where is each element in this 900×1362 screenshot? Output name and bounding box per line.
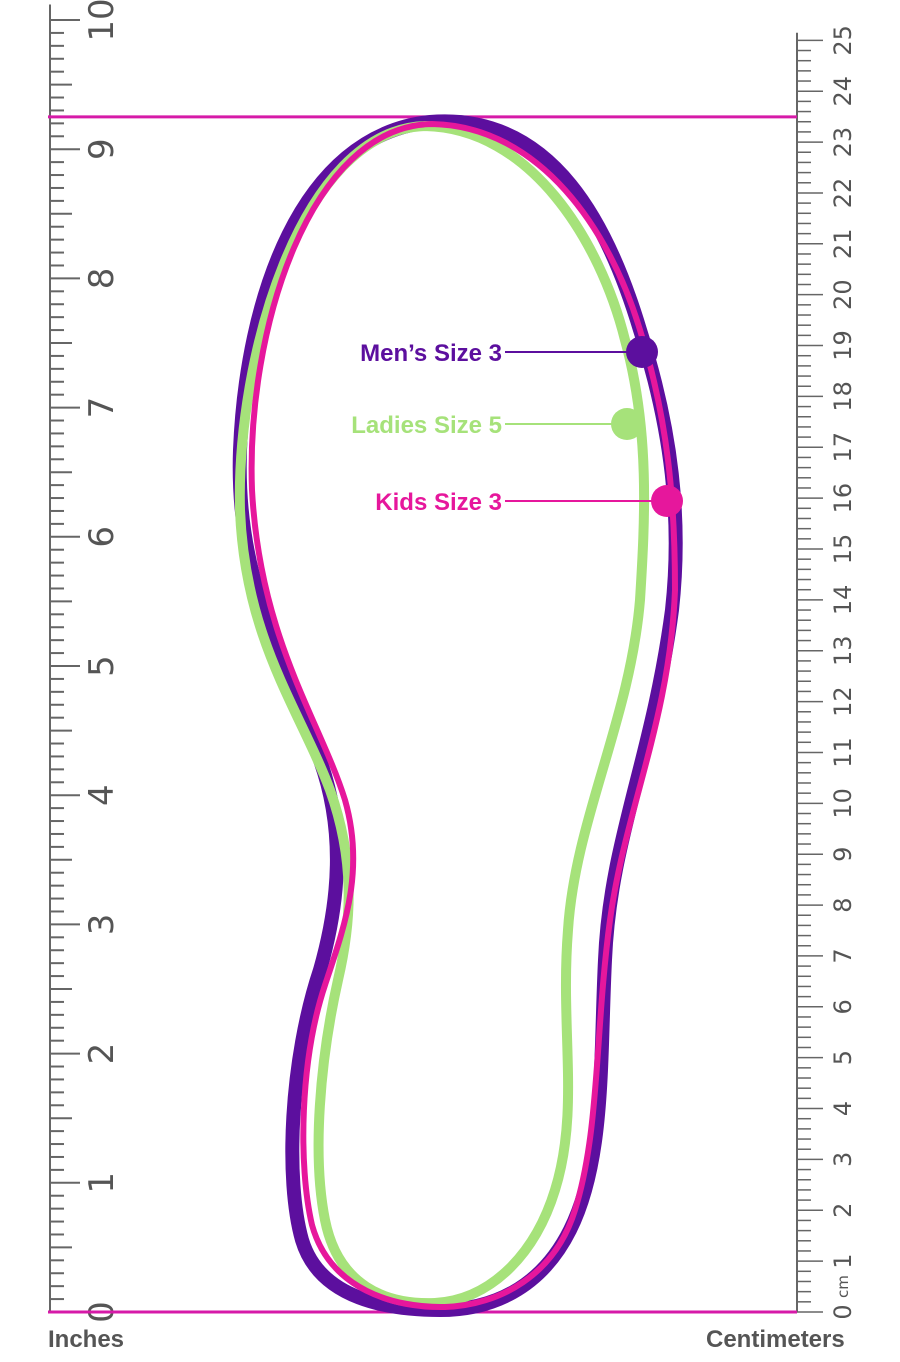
cm-tick-label: 22 [829, 178, 857, 209]
kids-size-3-callout: Kids Size 3 [375, 485, 683, 517]
cm-tick-label: 13 [829, 635, 857, 666]
kids-size-3-label: Kids Size 3 [375, 489, 502, 516]
inch-tick-label: 1 [82, 1172, 122, 1194]
cm-tick-label: 14 [829, 585, 857, 616]
cm-tick-label: 20 [829, 279, 857, 310]
inches-axis-label: Inches [48, 1326, 125, 1353]
cm-tick-label: 10 [829, 788, 857, 819]
cm-tick-label: 2 [829, 1203, 857, 1218]
cm-tick-label: 8 [829, 897, 857, 912]
cm-tick-label: 11 [829, 737, 857, 768]
cm-tick-label: 23 [829, 127, 857, 158]
kids-size-3-outline [248, 120, 679, 1311]
cm-tick-label: 21 [829, 229, 857, 260]
inch-tick-label: 4 [82, 784, 122, 806]
mens-size-3-label: Men’s Size 3 [360, 340, 502, 367]
kids-size-3-marker [651, 485, 683, 517]
mens-size-3-callout: Men’s Size 3 [360, 336, 658, 368]
inch-tick-label: 10 [82, 0, 122, 42]
cm-tick-label: 17 [829, 432, 857, 463]
ladies-size-5-callout: Ladies Size 5 [351, 408, 643, 440]
inch-tick-label: 3 [82, 914, 122, 936]
cm-tick-label: 0 [829, 1304, 857, 1319]
cm-tick-label: 9 [829, 847, 857, 862]
cm-tick-label: 12 [829, 686, 857, 717]
cm-tick-label: 16 [829, 483, 857, 514]
centimeter-ruler: 0123456789101112131415161718192021222324… [796, 25, 857, 1320]
cm-tick-label: 19 [829, 330, 857, 361]
cm-tick-label: 7 [829, 948, 857, 963]
ladies-size-5-label: Ladies Size 5 [351, 412, 502, 439]
cm-tick-label: 4 [829, 1101, 857, 1116]
inch-tick-label: 2 [82, 1043, 122, 1065]
cm-tick-label: 6 [829, 999, 857, 1014]
cm-tick-label: 1 [829, 1253, 857, 1268]
cm-tick-label: 5 [829, 1050, 857, 1065]
ladies-size-5-marker [611, 408, 643, 440]
inch-tick-label: 7 [82, 397, 122, 419]
cm-tick-label: 24 [829, 76, 857, 107]
inch-tick-label: 9 [82, 138, 122, 160]
cm-tick-label: 3 [829, 1152, 857, 1167]
cm-tick-label: 15 [829, 534, 857, 565]
cm-tick-label: 25 [829, 25, 857, 56]
inch-tick-label: 8 [82, 268, 122, 290]
inch-tick-label: 5 [82, 655, 122, 677]
cm-tick-label: 18 [829, 381, 857, 412]
centimeters-axis-label: Centimeters [706, 1326, 845, 1353]
mens-size-3-marker [626, 336, 658, 368]
cm-unit-mark: cm [834, 1275, 852, 1298]
ladies-size-5-outline [234, 120, 650, 1309]
inch-tick-label: 6 [82, 526, 122, 548]
